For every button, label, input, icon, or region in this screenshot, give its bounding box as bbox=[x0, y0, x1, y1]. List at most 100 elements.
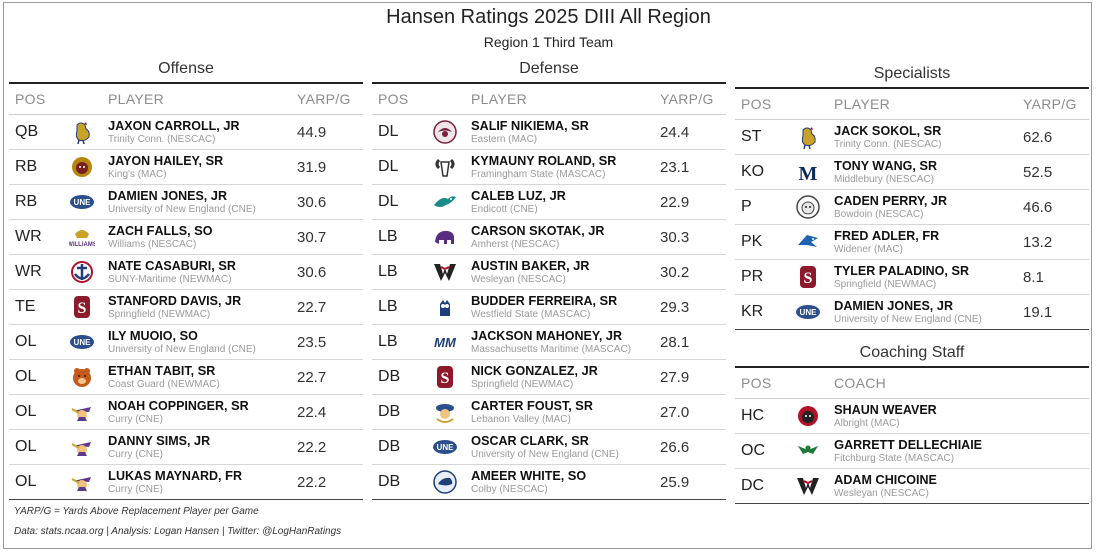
player-name: AMEER WHITE, SO bbox=[471, 468, 587, 483]
header-player: PLAYER bbox=[471, 92, 528, 106]
player-school: King's (MAC) bbox=[108, 168, 167, 180]
row-value: 26.6 bbox=[660, 438, 690, 456]
header-pos: POS bbox=[378, 91, 409, 107]
springfield-s-icon: S bbox=[432, 364, 458, 390]
row-pos: DB bbox=[378, 473, 401, 490]
table-row: LB BUDDER FERREIRA, SR Westfield State (MA… bbox=[372, 290, 726, 325]
une-icon: UNE bbox=[69, 329, 95, 355]
coaching-title: Coaching Staff bbox=[859, 344, 965, 361]
row-value: 22.7 bbox=[297, 298, 327, 316]
table-row: DB AMEER WHITE, SO Colby (NESCAC) 25.9 bbox=[372, 465, 726, 500]
offense-section: Offense POS PLAYER YARP/G QB JAXON CARROL… bbox=[9, 56, 363, 500]
row-pos: OL bbox=[15, 473, 37, 490]
row-player: SHAUN WEAVER Albright (MAC) bbox=[830, 403, 1089, 430]
table-row: KR UNE DAMIEN JONES, JR University of New E… bbox=[735, 295, 1089, 330]
row-value: 22.7 bbox=[297, 368, 327, 386]
row-value: 27.9 bbox=[660, 368, 690, 386]
row-value: 28.1 bbox=[660, 333, 690, 351]
row-value: 24.4 bbox=[660, 123, 690, 141]
table-row: KO M TONY WANG, SR Middlebury (NESCAC) 52.5 bbox=[735, 155, 1089, 190]
mm-icon: MM bbox=[432, 329, 458, 355]
player-school: Framingham State (MASCAC) bbox=[471, 168, 606, 180]
player-name: JAYON HAILEY, SR bbox=[108, 153, 224, 168]
svg-text:UNE: UNE bbox=[799, 308, 817, 317]
row-value: 30.2 bbox=[660, 263, 690, 281]
player-school: Curry (CNE) bbox=[108, 448, 163, 460]
colonel-icon bbox=[69, 434, 95, 460]
row-player: OSCAR CLARK, SR University of New England… bbox=[467, 434, 660, 461]
mammoth-icon bbox=[432, 224, 458, 250]
bantam-icon bbox=[795, 124, 821, 150]
header-player: PLAYER bbox=[108, 92, 165, 106]
row-pos: PR bbox=[741, 268, 764, 285]
row-value: 25.9 bbox=[660, 473, 690, 491]
row-player: DAMIEN JONES, JR University of New Englan… bbox=[830, 299, 1023, 326]
player-school: Springfield (NEWMAC) bbox=[834, 278, 937, 290]
svg-text:WILLIAMS: WILLIAMS bbox=[69, 242, 95, 248]
header-pos: POS bbox=[15, 91, 46, 107]
row-pos: PK bbox=[741, 233, 763, 250]
player-school: Fitchburg State (MASCAC) bbox=[834, 452, 955, 464]
row-pos: LB bbox=[378, 333, 398, 350]
lion-icon bbox=[69, 154, 95, 180]
player-school: Wesleyan (NESCAC) bbox=[471, 273, 566, 285]
row-pos: TE bbox=[15, 298, 36, 315]
bear-icon bbox=[69, 364, 95, 390]
row-player: NICK GONZALEZ, JR Springfield (NEWMAC) bbox=[467, 364, 660, 391]
player-name: AUSTIN BAKER, JR bbox=[471, 258, 590, 273]
player-name: DAMIEN JONES, JR bbox=[834, 298, 954, 313]
row-pos: DL bbox=[378, 123, 399, 140]
colonel-icon bbox=[69, 469, 95, 495]
svg-text:S: S bbox=[803, 270, 812, 287]
une-icon: UNE bbox=[69, 189, 95, 215]
graphic-frame bbox=[3, 2, 1092, 549]
player-school: Massachusetts Maritime (MASCAC) bbox=[471, 343, 632, 355]
row-pos: OL bbox=[15, 333, 37, 350]
player-name: ILY MUOIO, SO bbox=[108, 328, 198, 343]
row-pos: RB bbox=[15, 193, 38, 210]
row-player: AMEER WHITE, SO Colby (NESCAC) bbox=[467, 469, 660, 496]
row-player: TONY WANG, SR Middlebury (NESCAC) bbox=[830, 159, 1023, 186]
row-value: 30.3 bbox=[660, 228, 690, 246]
player-school: Wesleyan (NESCAC) bbox=[834, 487, 929, 499]
table-row: DB S NICK GONZALEZ, JR Springfield (NEWMAC)… bbox=[372, 360, 726, 395]
une-icon: UNE bbox=[432, 434, 458, 460]
player-name: NATE CASABURI, SR bbox=[108, 258, 236, 273]
player-school: Widener (MAC) bbox=[834, 243, 903, 255]
player-school: University of New England (CNE) bbox=[108, 203, 256, 215]
row-player: CARTER FOUST, SR Lebanon Valley (MAC) bbox=[467, 399, 660, 426]
player-school: Colby (NESCAC) bbox=[471, 483, 548, 495]
player-name: TYLER PALADINO, SR bbox=[834, 263, 970, 278]
springfield-s-icon: S bbox=[69, 294, 95, 320]
svg-text:S: S bbox=[77, 300, 86, 317]
page-subtitle: Region 1 Third Team bbox=[483, 34, 614, 50]
row-player: JACKSON MAHONEY, JR Massachusetts Maritim… bbox=[467, 329, 660, 356]
row-pos: P bbox=[741, 198, 752, 215]
row-pos: DB bbox=[378, 368, 401, 385]
player-name: KYMAUNY ROLAND, SR bbox=[471, 153, 617, 168]
header-value: YARP/G bbox=[660, 91, 714, 107]
section-rule bbox=[735, 87, 1089, 89]
row-player: KYMAUNY ROLAND, SR Framingham State (MASC… bbox=[467, 154, 660, 181]
row-pos: KO bbox=[741, 163, 765, 180]
polar-bear-icon bbox=[795, 194, 821, 220]
svg-text:UNE: UNE bbox=[436, 443, 454, 452]
player-school: Bowdoin (NESCAC) bbox=[834, 208, 924, 220]
table-row: LB CARSON SKOTAK, JR Amherst (NESCAC) 30.3 bbox=[372, 220, 726, 255]
table-row: RB JAYON HAILEY, SR King's (MAC) 31.9 bbox=[9, 150, 363, 185]
specialists-title: Specialists bbox=[873, 65, 951, 82]
player-name: ADAM CHICOINE bbox=[834, 472, 937, 487]
eagle-icon bbox=[432, 119, 458, 145]
row-pos: WR bbox=[15, 228, 42, 245]
player-name: DAMIEN JONES, JR bbox=[108, 188, 228, 203]
player-school: Williams (NESCAC) bbox=[108, 238, 197, 250]
row-player: GARRETT DELLECHIAIE Fitchburg State (MASC… bbox=[830, 438, 1089, 465]
table-row: DB CARTER FOUST, SR Lebanon Valley (MAC) 27… bbox=[372, 395, 726, 430]
table-row: RB UNE DAMIEN JONES, JR University of New E… bbox=[9, 185, 363, 220]
table-row: PK FRED ADLER, FR Widener (MAC) 13.2 bbox=[735, 225, 1089, 260]
player-name: JACKSON MAHONEY, JR bbox=[471, 328, 623, 343]
player-name: BUDDER FERREIRA, SR bbox=[471, 293, 618, 308]
player-school: Amherst (NESCAC) bbox=[471, 238, 560, 250]
row-player: TYLER PALADINO, SR Springfield (NEWMAC) bbox=[830, 264, 1023, 291]
header-value: YARP/G bbox=[297, 91, 351, 107]
